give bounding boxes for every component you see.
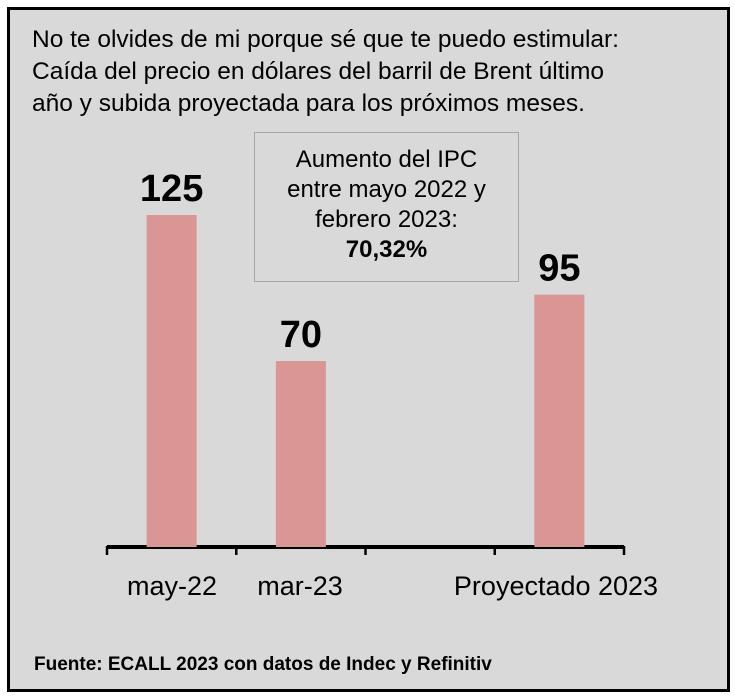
title-line-3: año y subida proyectada para los próximo…: [32, 90, 585, 117]
x-tick-label: may-22: [127, 571, 217, 601]
title-line-1: No te olvides de mi porque sé que te pue…: [32, 26, 619, 53]
bar-value-label: 95: [538, 248, 580, 290]
chart-frame: No te olvides de mi porque sé que te pue…: [7, 7, 730, 692]
bar-may-22: [146, 215, 197, 547]
ipc-annotation-line-2: entre mayo 2022 y: [287, 176, 486, 203]
ipc-annotation-line-3: febrero 2023:: [315, 206, 458, 233]
title-line-2: Caída del precio en dólares del barril d…: [32, 58, 604, 85]
ipc-annotation-box: Aumento del IPC entre mayo 2022 y febrer…: [254, 132, 519, 282]
bar-value-label: 125: [140, 168, 203, 210]
bar-value-label: 70: [280, 314, 322, 356]
x-tick-label: Proyectado 2023: [454, 571, 658, 601]
ipc-annotation-line-1: Aumento del IPC: [295, 146, 478, 173]
ipc-annotation-value: 70,32%: [345, 236, 428, 263]
bar-mar-23: [275, 361, 326, 547]
bar-Proyectado 2023: [534, 294, 585, 547]
chart-title: No te olvides de mi porque sé que te pue…: [32, 24, 722, 120]
x-tick-label: mar-23: [257, 571, 343, 601]
source-note: Fuente: ECALL 2023 con datos de Indec y …: [34, 654, 492, 675]
